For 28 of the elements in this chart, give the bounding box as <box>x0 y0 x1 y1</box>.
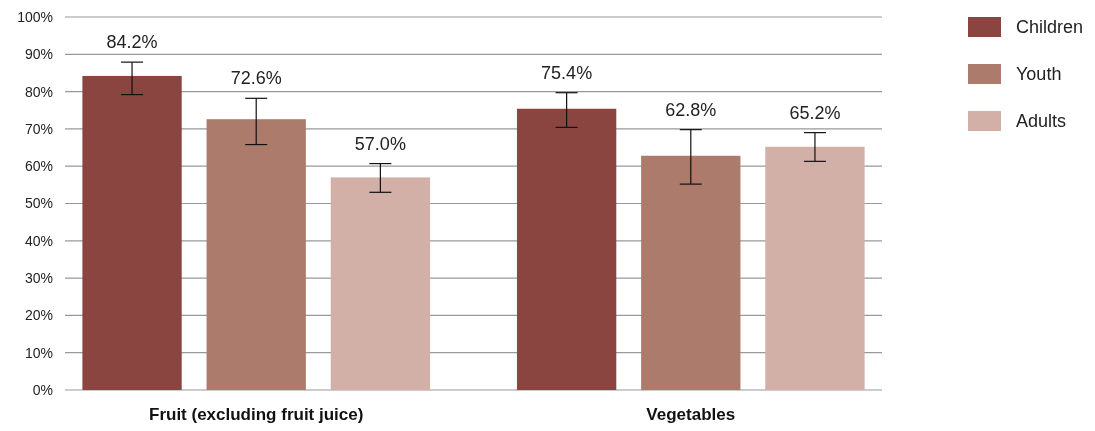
text: 57.0% <box>354 133 406 154</box>
bar <box>516 108 617 390</box>
y-tick-label: 50% <box>24 195 53 212</box>
y-tick-label: 60% <box>24 158 53 175</box>
y-tick-label: 20% <box>24 307 53 324</box>
y-tick-label: 90% <box>24 46 53 63</box>
y-tick-label: 10% <box>24 344 53 361</box>
bar <box>82 75 182 390</box>
bar <box>330 177 431 390</box>
text: 84.2% <box>106 32 158 53</box>
legend-label: Adults <box>1016 111 1067 132</box>
y-tick-label: 80% <box>24 83 53 100</box>
y-tick-label: 0% <box>32 381 53 398</box>
legend-label: Youth <box>1016 64 1062 85</box>
y-tick-label: 40% <box>24 232 53 249</box>
text: 65.2% <box>789 102 841 123</box>
bar <box>641 155 741 390</box>
x-tick-label: Fruit (excluding fruit juice) <box>149 405 364 424</box>
text: 75.4% <box>541 62 593 83</box>
y-tick-label: 30% <box>24 270 53 286</box>
legend-label: Children <box>1016 17 1084 38</box>
text: 72.6% <box>230 68 282 89</box>
bar <box>206 119 306 390</box>
x-tick-label: Vegetables <box>646 405 736 424</box>
text: 62.8% <box>665 99 717 120</box>
y-tick-label: 70% <box>24 120 53 137</box>
y-tick-label: 100% <box>17 8 53 25</box>
bar <box>765 146 865 390</box>
